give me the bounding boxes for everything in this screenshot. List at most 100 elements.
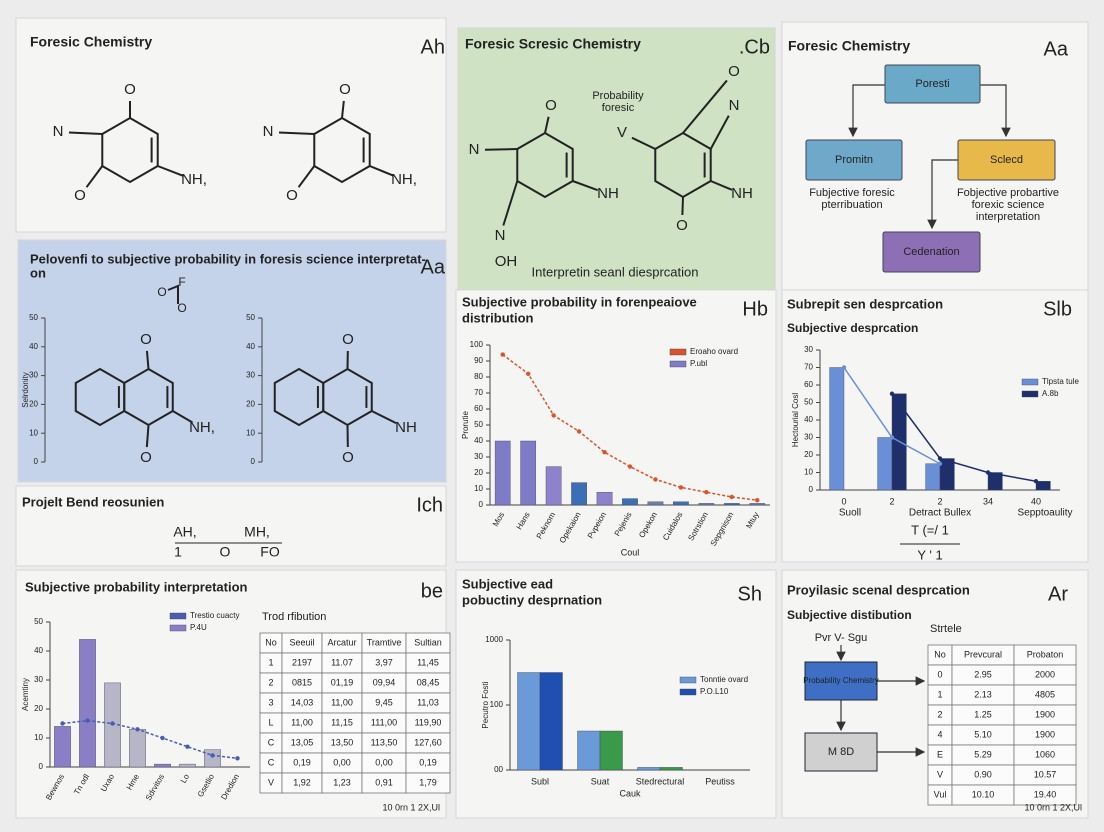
bar [154,763,171,768]
y-tick-label: 10 [34,733,43,742]
bar [520,440,537,506]
y-tick-label: 40 [804,415,813,424]
table-cell-text: 4 [937,729,942,739]
bar [599,730,623,771]
flow-label: Pvr V- Sgu [815,632,868,644]
bar [659,767,683,771]
flow-node [882,231,981,273]
table-cell-text: 127,60 [414,737,442,747]
table-cell-text: V [937,769,943,779]
point [889,435,895,440]
legend-label: P.ubl [690,359,707,368]
y-tick-label: 60 [804,380,813,389]
legend-label: Tonntie ovard [700,675,748,684]
label: foresic [602,102,635,114]
legend-label: P.4U [190,623,207,632]
y-tick-label: 60 [474,404,483,413]
legend-label: P.O.L10 [700,687,729,696]
atom-label: NH [731,185,753,202]
table-cell-text: 0,19 [419,757,437,767]
flow-node [805,139,903,181]
panel-tag: .Cb [739,36,770,58]
atom-label: N [729,97,740,114]
bar [622,498,638,506]
atom-label: NH, [181,171,207,188]
y-tick-label: 80 [474,372,483,381]
point [60,721,65,726]
legend-swatch [669,360,687,368]
table-header: Seeuil [289,637,314,647]
table-cell-text: 2 [268,677,273,687]
subtitle: Subjective desprcation [787,321,918,335]
y-tick-label: 20 [34,704,43,713]
atom-label: F [178,275,185,289]
arrow [927,159,958,230]
table-cell-text: 113,50 [371,737,398,747]
table-cell-text: 2000 [1035,669,1055,679]
bond [167,284,179,304]
table-cell-text: 11,00 [331,697,353,707]
table-cell-text: 11,45 [417,657,439,667]
footer: 10 0rn 1 2X,Ul [382,802,440,812]
bar [545,466,562,506]
point [185,744,190,749]
table-cell-text: 13,50 [331,737,354,747]
panel-tag: Aa [421,256,446,278]
table-cell-text: 1,23 [333,777,351,787]
bar [647,501,664,506]
atom-label: OH [495,253,518,270]
bar [54,726,71,768]
axis-title: Coul [621,547,640,557]
legend-swatch [169,612,187,620]
y-tick-label: 0 [479,500,484,509]
formula: T (=/ 1 [911,522,949,537]
table-cell-text: 2197 [292,657,312,667]
table-header: Probaton [1027,649,1064,659]
formula: MH, [244,524,270,540]
atom-label: N [53,123,64,140]
table-cell-text: C [268,737,275,747]
table-cell-text: 1 [937,689,942,699]
table-cell-text: 4805 [1035,689,1055,699]
note: pterribuation [821,199,882,211]
node-label: Poresti [915,78,949,90]
y-tick-label: 50 [804,398,813,407]
bar [673,501,689,506]
x-tick-label: Stedrectural [636,776,685,786]
arrow [980,84,1011,138]
bond [502,180,519,226]
legend-swatch [679,676,697,684]
line-series [891,393,1037,482]
x-tick-label: 40 [1031,496,1041,506]
note: interpretation [976,211,1040,223]
table-cell-text: 119,90 [415,717,442,727]
panel [15,485,447,567]
bar [877,437,893,491]
flow-node [957,139,1056,181]
y-tick-label: 100 [490,700,504,709]
bar [987,472,1003,491]
bar [204,749,221,768]
panel-title: Subjective ead [462,576,553,591]
panel-title: on [30,265,46,280]
panel-title: Pelovenfi to subjective probability in f… [30,251,426,266]
bar [129,729,146,768]
table-cell-text: 3,97 [375,657,393,667]
panel-tag: Ar [1048,583,1068,605]
bar [925,463,941,491]
table-cell-text: 0,19 [293,757,311,767]
bond [371,410,397,425]
y-tick-label: 30 [34,675,43,684]
y-tick-label: 30 [804,433,813,442]
axis-title: Detract Bullex [909,508,971,519]
y-tick-label: 50 [34,617,43,626]
formula: Y ' 1 [917,547,942,562]
tick-label: 0 [251,457,256,466]
point [210,753,215,758]
flow-node [884,64,981,104]
line-series [62,719,238,760]
table-header: Prevcural [964,649,1002,659]
table-cell-text: 11,00 [291,717,313,727]
y-tick-label: 0 [809,485,814,494]
table-header: Arcatur [327,637,356,647]
